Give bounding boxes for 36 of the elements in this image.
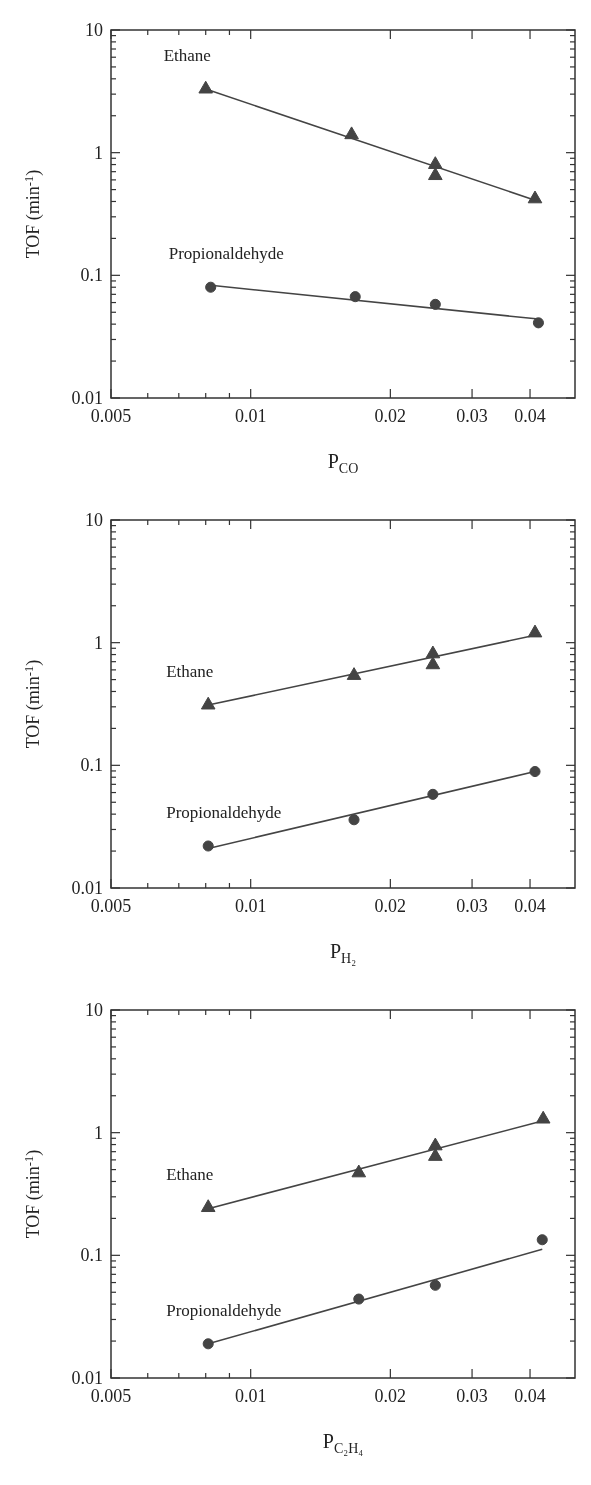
x-tick-label: 0.005 [90,1386,132,1406]
series-label: Ethane [166,1164,214,1184]
y-tick-label: 10 [85,20,103,40]
y-tick-label: 10 [85,1000,103,1020]
y-tick-label: 0.01 [71,1368,103,1388]
x-tick-label: 0.03 [456,406,488,426]
series-label: Ethane [166,662,214,682]
x-tick-label: 0.03 [456,896,488,916]
x-axis-title: P$_{C₂H₄}$ [322,1430,364,1456]
x-tick-label: 0.01 [234,1386,267,1406]
x-tick-label: 0.02 [374,406,407,426]
x-tick-label: 0.04 [514,406,546,426]
series-label: Propionaldehyde [166,1300,282,1320]
y-tick-label: 0.1 [80,755,103,776]
x-tick-label: 0.005 [90,406,132,426]
x-tick-label: 0.02 [374,1386,407,1406]
series-label: Ethane [163,46,211,66]
x-tick-label: 0.03 [456,1386,488,1406]
x-tick-label: 0.04 [514,1386,546,1406]
x-axis-title: P$_{H₂}$ [329,940,357,966]
x-tick-label: 0.005 [90,896,132,916]
y-tick-label: 10 [85,510,103,530]
y-tick-label: 0.1 [80,265,103,286]
y-tick-label: 1 [94,1122,103,1143]
x-tick-label: 0.02 [374,896,407,916]
x-tick-label: 0.04 [514,896,546,916]
x-axis-title: P$_{CO}$ [327,450,359,476]
x-tick-label: 0.01 [234,406,267,426]
y-tick-label: 0.1 [80,1245,103,1266]
series-label: Propionaldehyde [168,244,284,264]
y-tick-label: 1 [94,632,103,653]
y-tick-label: 1 [94,142,103,163]
x-tick-label: 0.01 [234,896,267,916]
y-tick-label: 0.01 [71,878,103,898]
series-label: Propionaldehyde [166,803,282,822]
y-tick-label: 0.01 [71,388,103,408]
